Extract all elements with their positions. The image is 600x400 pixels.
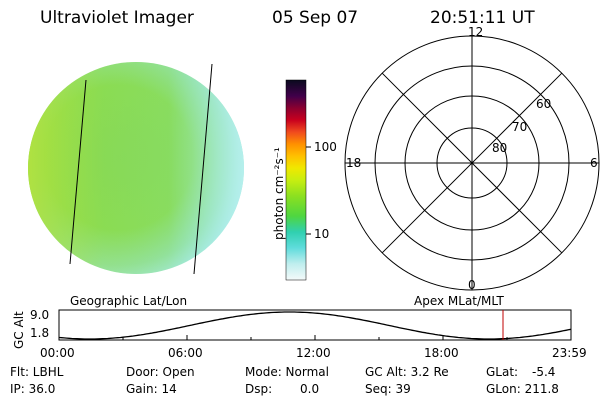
mode-info: Mode: Normal — [245, 365, 329, 379]
instrument-title: Ultraviolet Imager — [40, 8, 194, 28]
altitude-axis-label: GC Alt — [12, 311, 26, 349]
colorbar-scale — [285, 79, 307, 281]
apex-caption: Apex MLat/MLT — [414, 294, 504, 308]
time-label: 20:51:11 UT — [430, 8, 535, 28]
polar-label-18: 18 — [346, 156, 362, 170]
gc-alt-info: GC Alt: 3.2 Re — [365, 365, 449, 379]
glat-value: -5.4 — [532, 365, 556, 379]
xtick-1200: 12:00 — [296, 346, 331, 360]
glat-label: GLat: — [486, 365, 519, 379]
xtick-0600: 06:00 — [168, 346, 203, 360]
glon-info: GLon: 211.8 — [486, 382, 559, 396]
seq-info: Seq: 39 — [365, 382, 411, 396]
geographic-caption: Geographic Lat/Lon — [70, 294, 188, 308]
colorbar — [285, 79, 311, 281]
altitude-curve — [58, 311, 572, 340]
ip-info: IP: 36.0 — [10, 382, 56, 396]
longitude-line-right — [193, 63, 213, 275]
dsp-label: Dsp: — [245, 382, 273, 396]
polar-label-60: 60 — [536, 97, 552, 111]
colorbar-tick-100: 100 — [314, 140, 337, 154]
filter-info: Flt: LBHL — [10, 365, 64, 379]
altitude-ymin-label: 1.8 — [30, 326, 50, 340]
longitude-line-left — [69, 79, 87, 265]
colorbar-unit-label: photon cm⁻²s⁻¹ — [272, 147, 286, 240]
polar-label-0: 0 — [468, 278, 476, 292]
gain-info: Gain: 14 — [126, 382, 177, 396]
polar-label-80: 80 — [492, 141, 508, 155]
altitude-ymax-label: 9.0 — [30, 308, 50, 322]
xtick-2359: 23:59 — [552, 346, 587, 360]
polar-label-12: 12 — [468, 25, 484, 39]
polar-label-6: 6 — [590, 156, 598, 170]
polar-plot — [344, 35, 600, 291]
dsp-value: 0.0 — [300, 382, 320, 396]
colorbar-tick-10: 10 — [314, 227, 330, 241]
polar-label-70: 70 — [512, 120, 528, 134]
uv-image — [28, 62, 244, 275]
door-info: Door: Open — [126, 365, 195, 379]
xtick-0000: 00:00 — [40, 346, 75, 360]
xtick-1800: 18:00 — [424, 346, 459, 360]
date-label: 05 Sep 07 — [272, 8, 359, 28]
altitude-plot — [58, 309, 572, 341]
